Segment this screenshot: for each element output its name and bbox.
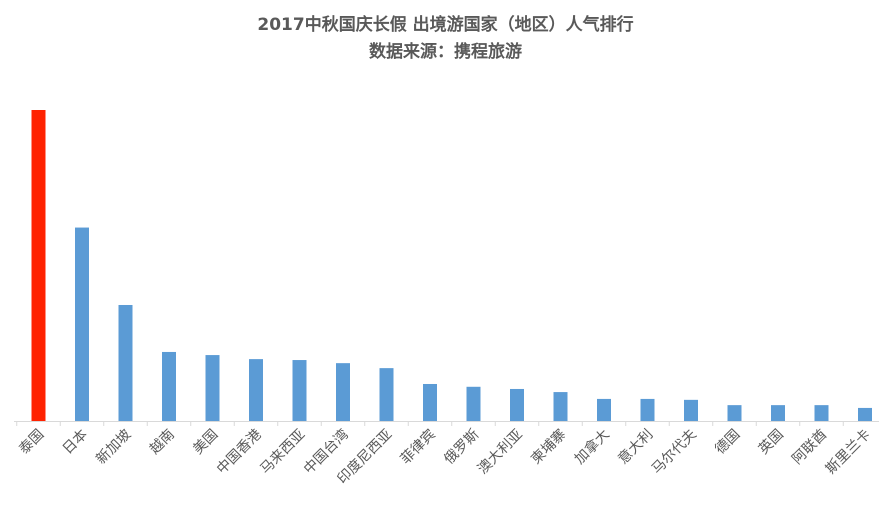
bar-5 <box>249 359 263 421</box>
x-tick-label-14: 意大利 <box>615 426 657 468</box>
bar-6 <box>292 360 307 421</box>
x-tick-label-11: 澳大利亚 <box>475 427 526 478</box>
bar-1 <box>75 227 89 421</box>
bar-14 <box>640 398 655 421</box>
bar-8 <box>379 368 394 421</box>
bar-11 <box>510 388 524 421</box>
bar-2 <box>118 304 133 421</box>
bar-15 <box>684 399 698 421</box>
chart-subtitle: 数据来源：携程旅游 <box>369 42 522 62</box>
bar-0 <box>31 110 46 421</box>
x-tick-label-13: 加拿大 <box>571 426 613 468</box>
x-tick-label-5: 中国香港 <box>214 427 265 478</box>
bar-19 <box>858 407 872 421</box>
bar-7 <box>336 363 350 421</box>
bar-10 <box>466 386 481 421</box>
x-tick-label-9: 菲律宾 <box>398 427 439 468</box>
x-tick-label-19: 斯里兰卡 <box>823 427 874 478</box>
x-tick-label-17: 英国 <box>755 426 787 458</box>
bar-13 <box>597 398 611 421</box>
x-tick-label-12: 柬埔寨 <box>528 426 570 468</box>
x-tick-label-2: 新加坡 <box>93 427 134 468</box>
x-tick-label-0: 泰国 <box>16 427 47 458</box>
bar-3 <box>162 351 176 421</box>
x-tick-label-6: 马来西亚 <box>257 427 308 478</box>
bar-12 <box>553 392 568 421</box>
bar-17 <box>771 405 785 421</box>
x-tick-label-15: 马尔代夫 <box>649 427 700 478</box>
x-tick-label-10: 俄罗斯 <box>441 427 482 468</box>
x-tick-label-1: 日本 <box>60 427 91 458</box>
x-tick-label-16: 德国 <box>712 427 743 458</box>
bar-4 <box>205 355 220 421</box>
bar-16 <box>727 405 742 421</box>
x-tick-label-4: 美国 <box>190 427 221 458</box>
x-tick-label-3: 越南 <box>147 427 178 458</box>
bar-18 <box>814 405 829 421</box>
bar-9 <box>423 383 437 421</box>
x-tick-label-18: 阿联酋 <box>789 426 831 468</box>
chart-title: 2017中秋国庆长假 出境游国家（地区）人气排行 <box>257 15 634 35</box>
